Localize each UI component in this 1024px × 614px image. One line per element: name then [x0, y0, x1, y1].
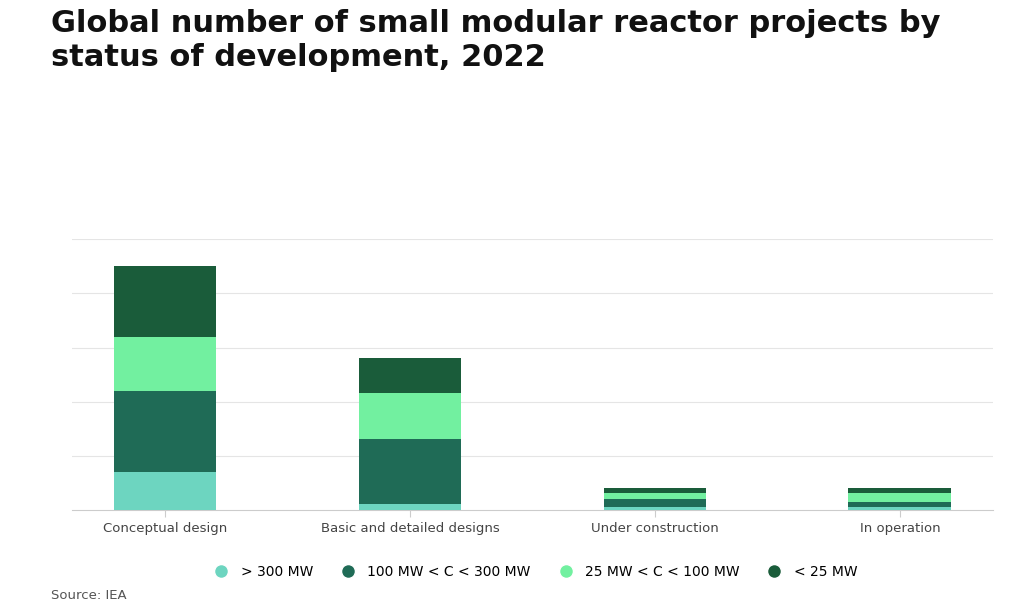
Text: Global number of small modular reactor projects by: Global number of small modular reactor p… [51, 9, 941, 38]
Bar [358, 359, 462, 394]
Bar [603, 507, 707, 510]
Bar [114, 472, 216, 510]
Bar [358, 440, 462, 504]
Bar [849, 494, 951, 502]
Text: status of development, 2022: status of development, 2022 [51, 43, 546, 72]
Text: Source: IEA: Source: IEA [51, 589, 127, 602]
Bar [603, 488, 707, 494]
Bar [358, 394, 462, 440]
Bar [849, 488, 951, 494]
Bar [114, 266, 216, 336]
Bar [358, 504, 462, 510]
Legend: > 300 MW, 100 MW < C < 300 MW, 25 MW < C < 100 MW, < 25 MW: > 300 MW, 100 MW < C < 300 MW, 25 MW < C… [202, 560, 863, 585]
Bar [114, 391, 216, 472]
Bar [603, 499, 707, 507]
Bar [849, 502, 951, 507]
Bar [849, 507, 951, 510]
Bar [603, 494, 707, 499]
Bar [114, 336, 216, 391]
